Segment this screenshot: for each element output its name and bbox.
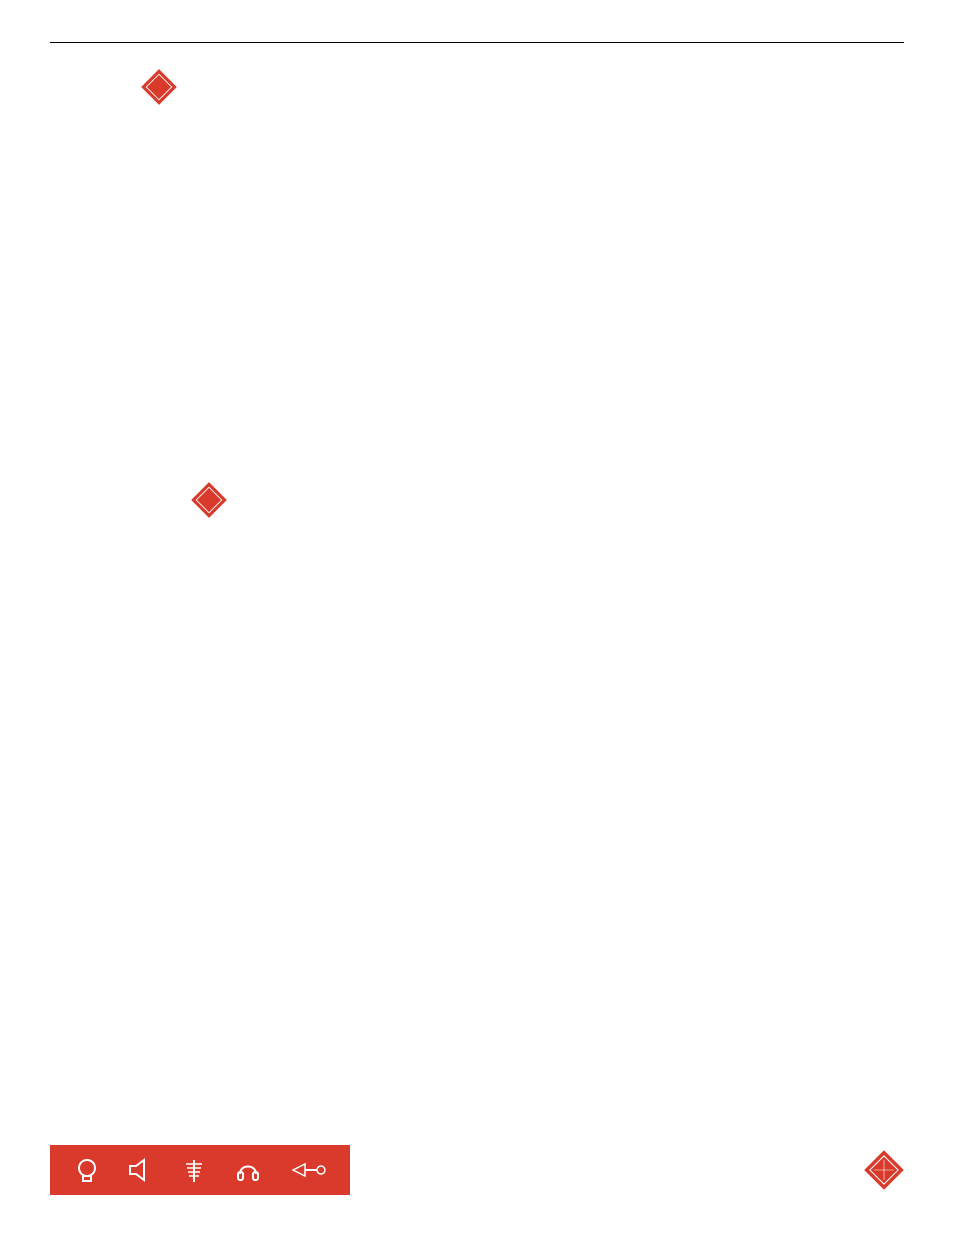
bulb-icon [73, 1156, 101, 1184]
chart1-ylabel [67, 231, 137, 243]
antenna-icon [180, 1156, 208, 1184]
page-footer [50, 1145, 904, 1195]
chart2-block [67, 486, 887, 904]
chart1-block [67, 73, 887, 456]
brand-logo-icon [864, 1150, 904, 1190]
page [0, 0, 954, 1235]
chart1-plot [67, 81, 887, 451]
footer-mid [360, 1169, 848, 1171]
page-header [50, 40, 904, 43]
instrument-icon [287, 1156, 327, 1184]
speaker-icon [126, 1156, 154, 1184]
headphones-icon [234, 1156, 262, 1184]
footer-brand [858, 1150, 904, 1190]
footer-icon-bar [50, 1145, 350, 1195]
chart2-plot [67, 504, 887, 899]
